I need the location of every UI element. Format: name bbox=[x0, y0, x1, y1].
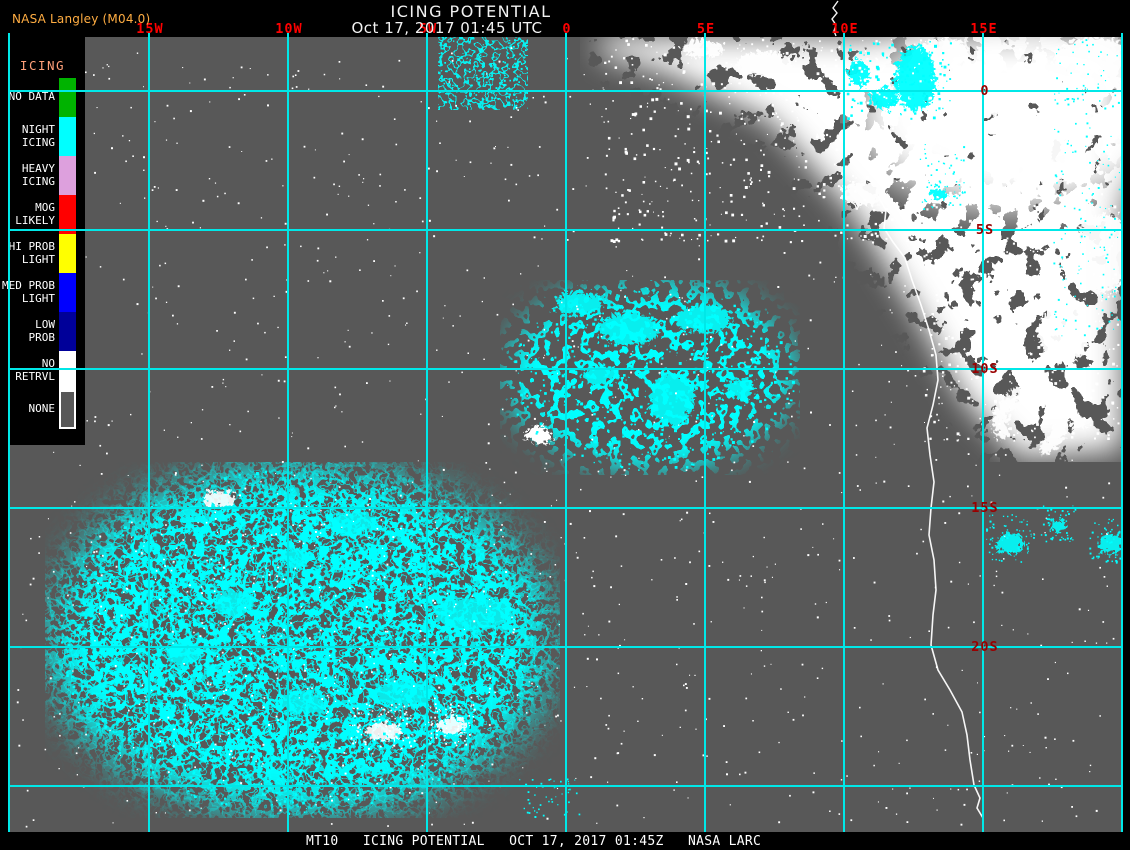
icing-patches-lowerright bbox=[992, 516, 1120, 550]
lat-label-0: 0 bbox=[980, 83, 990, 99]
legend-swatch-hi-prob-light bbox=[59, 234, 76, 273]
lat-label-5s: 5S bbox=[975, 222, 995, 238]
legend-swatch-heavy-icing bbox=[59, 156, 76, 195]
legend-entry-heavy-icing: HEAVY ICING bbox=[0, 156, 85, 195]
status-text: MT10 ICING POTENTIAL OCT 17, 2017 01:45Z… bbox=[306, 834, 762, 849]
legend-swatch-low-prob bbox=[59, 312, 76, 351]
legend-swatch-no-data bbox=[59, 78, 76, 117]
cloud-ring bbox=[998, 387, 1072, 461]
legend-entry-label: NIGHT ICING bbox=[21, 123, 55, 149]
lat-label-10s: 10S bbox=[971, 361, 999, 377]
grid-parallel bbox=[8, 368, 1122, 370]
grid-meridian bbox=[843, 33, 845, 832]
icing-field-lowerleft bbox=[45, 462, 560, 818]
grid-meridian bbox=[982, 33, 984, 832]
page-title: ICING POTENTIAL bbox=[390, 2, 552, 21]
legend-entry-no-data: NO DATA bbox=[0, 78, 85, 117]
icing-cluster-central bbox=[500, 280, 800, 475]
lon-label-5w: 5W bbox=[418, 21, 438, 37]
legend-swatch-night-icing bbox=[59, 117, 76, 156]
lon-label-10w: 10W bbox=[275, 21, 303, 37]
grid-meridian bbox=[565, 33, 567, 832]
cloud-crescent bbox=[520, 421, 551, 441]
icing-wisps-top bbox=[438, 37, 528, 110]
legend-entry-night-icing: NIGHT ICING bbox=[0, 117, 85, 156]
lon-label-0: 0 bbox=[562, 21, 572, 37]
status-bar: MT10 ICING POTENTIAL OCT 17, 2017 01:45Z… bbox=[0, 832, 1130, 850]
legend-entry-hi-prob-light: HI PROB LIGHT bbox=[0, 234, 85, 273]
lon-label-5e: 5E bbox=[696, 21, 716, 37]
grid-parallel bbox=[8, 507, 1122, 509]
grid-parallel bbox=[8, 90, 1122, 92]
lon-label-10e: 10E bbox=[831, 21, 859, 37]
legend-swatch-mog-likely bbox=[59, 195, 76, 234]
legend-entry-label: NO DATA bbox=[8, 90, 55, 104]
legend-title: ICING bbox=[19, 58, 66, 73]
lon-label-15e: 15E bbox=[970, 21, 998, 37]
grid-parallel bbox=[8, 229, 1122, 231]
legend-entry-mog-likely: MOG LIKELY bbox=[0, 195, 85, 234]
legend-entry-label: MED PROB LIGHT bbox=[2, 279, 55, 305]
grid-meridian bbox=[287, 33, 289, 832]
grid-meridian bbox=[1121, 33, 1123, 832]
grid-parallel bbox=[8, 646, 1122, 648]
legend-swatch-med-prob-light bbox=[59, 273, 76, 312]
legend-entry-label: LOW PROB bbox=[28, 318, 56, 344]
lat-label-15s: 15S bbox=[971, 500, 999, 516]
legend-entry-label: MOG LIKELY bbox=[15, 201, 55, 227]
legend-entry-low-prob: LOW PROB bbox=[0, 312, 85, 351]
legend-entry-med-prob-light: MED PROB LIGHT bbox=[0, 273, 85, 312]
left-border-strip bbox=[0, 445, 9, 832]
grid-meridian bbox=[148, 33, 150, 832]
grid-meridian bbox=[704, 33, 706, 832]
legend-entry-no-retrvl: NO RETRVL bbox=[0, 351, 85, 390]
lat-label-20s: 20S bbox=[971, 639, 999, 655]
right-border-strip bbox=[1122, 0, 1130, 850]
coastline-top-squiggle bbox=[831, 0, 839, 37]
legend: ICING NO DATA NIGHT ICING HEAVY ICING MOG L… bbox=[0, 37, 85, 445]
source-label: NASA Langley (M04.0) bbox=[12, 12, 151, 26]
legend-entry-label: NONE bbox=[28, 402, 56, 416]
legend-entry-none: NONE bbox=[0, 390, 85, 429]
lon-label-15w: 15W bbox=[136, 21, 164, 37]
legend-swatch-none bbox=[59, 390, 76, 429]
legend-swatch-no-retrvl bbox=[59, 351, 76, 390]
title-datetime: Oct 17, 2017 01:45 UTC bbox=[351, 19, 543, 37]
legend-entry-label: HEAVY ICING bbox=[21, 162, 55, 188]
grid-meridian bbox=[426, 33, 428, 832]
coastline bbox=[877, 195, 984, 831]
legend-rows: NO DATA NIGHT ICING HEAVY ICING MOG LIKELY H… bbox=[0, 78, 85, 429]
grid-parallel bbox=[8, 785, 1122, 787]
grid-meridian bbox=[8, 33, 10, 832]
legend-entry-label: NO RETRVL bbox=[15, 357, 55, 383]
legend-entry-label: HI PROB LIGHT bbox=[8, 240, 55, 266]
